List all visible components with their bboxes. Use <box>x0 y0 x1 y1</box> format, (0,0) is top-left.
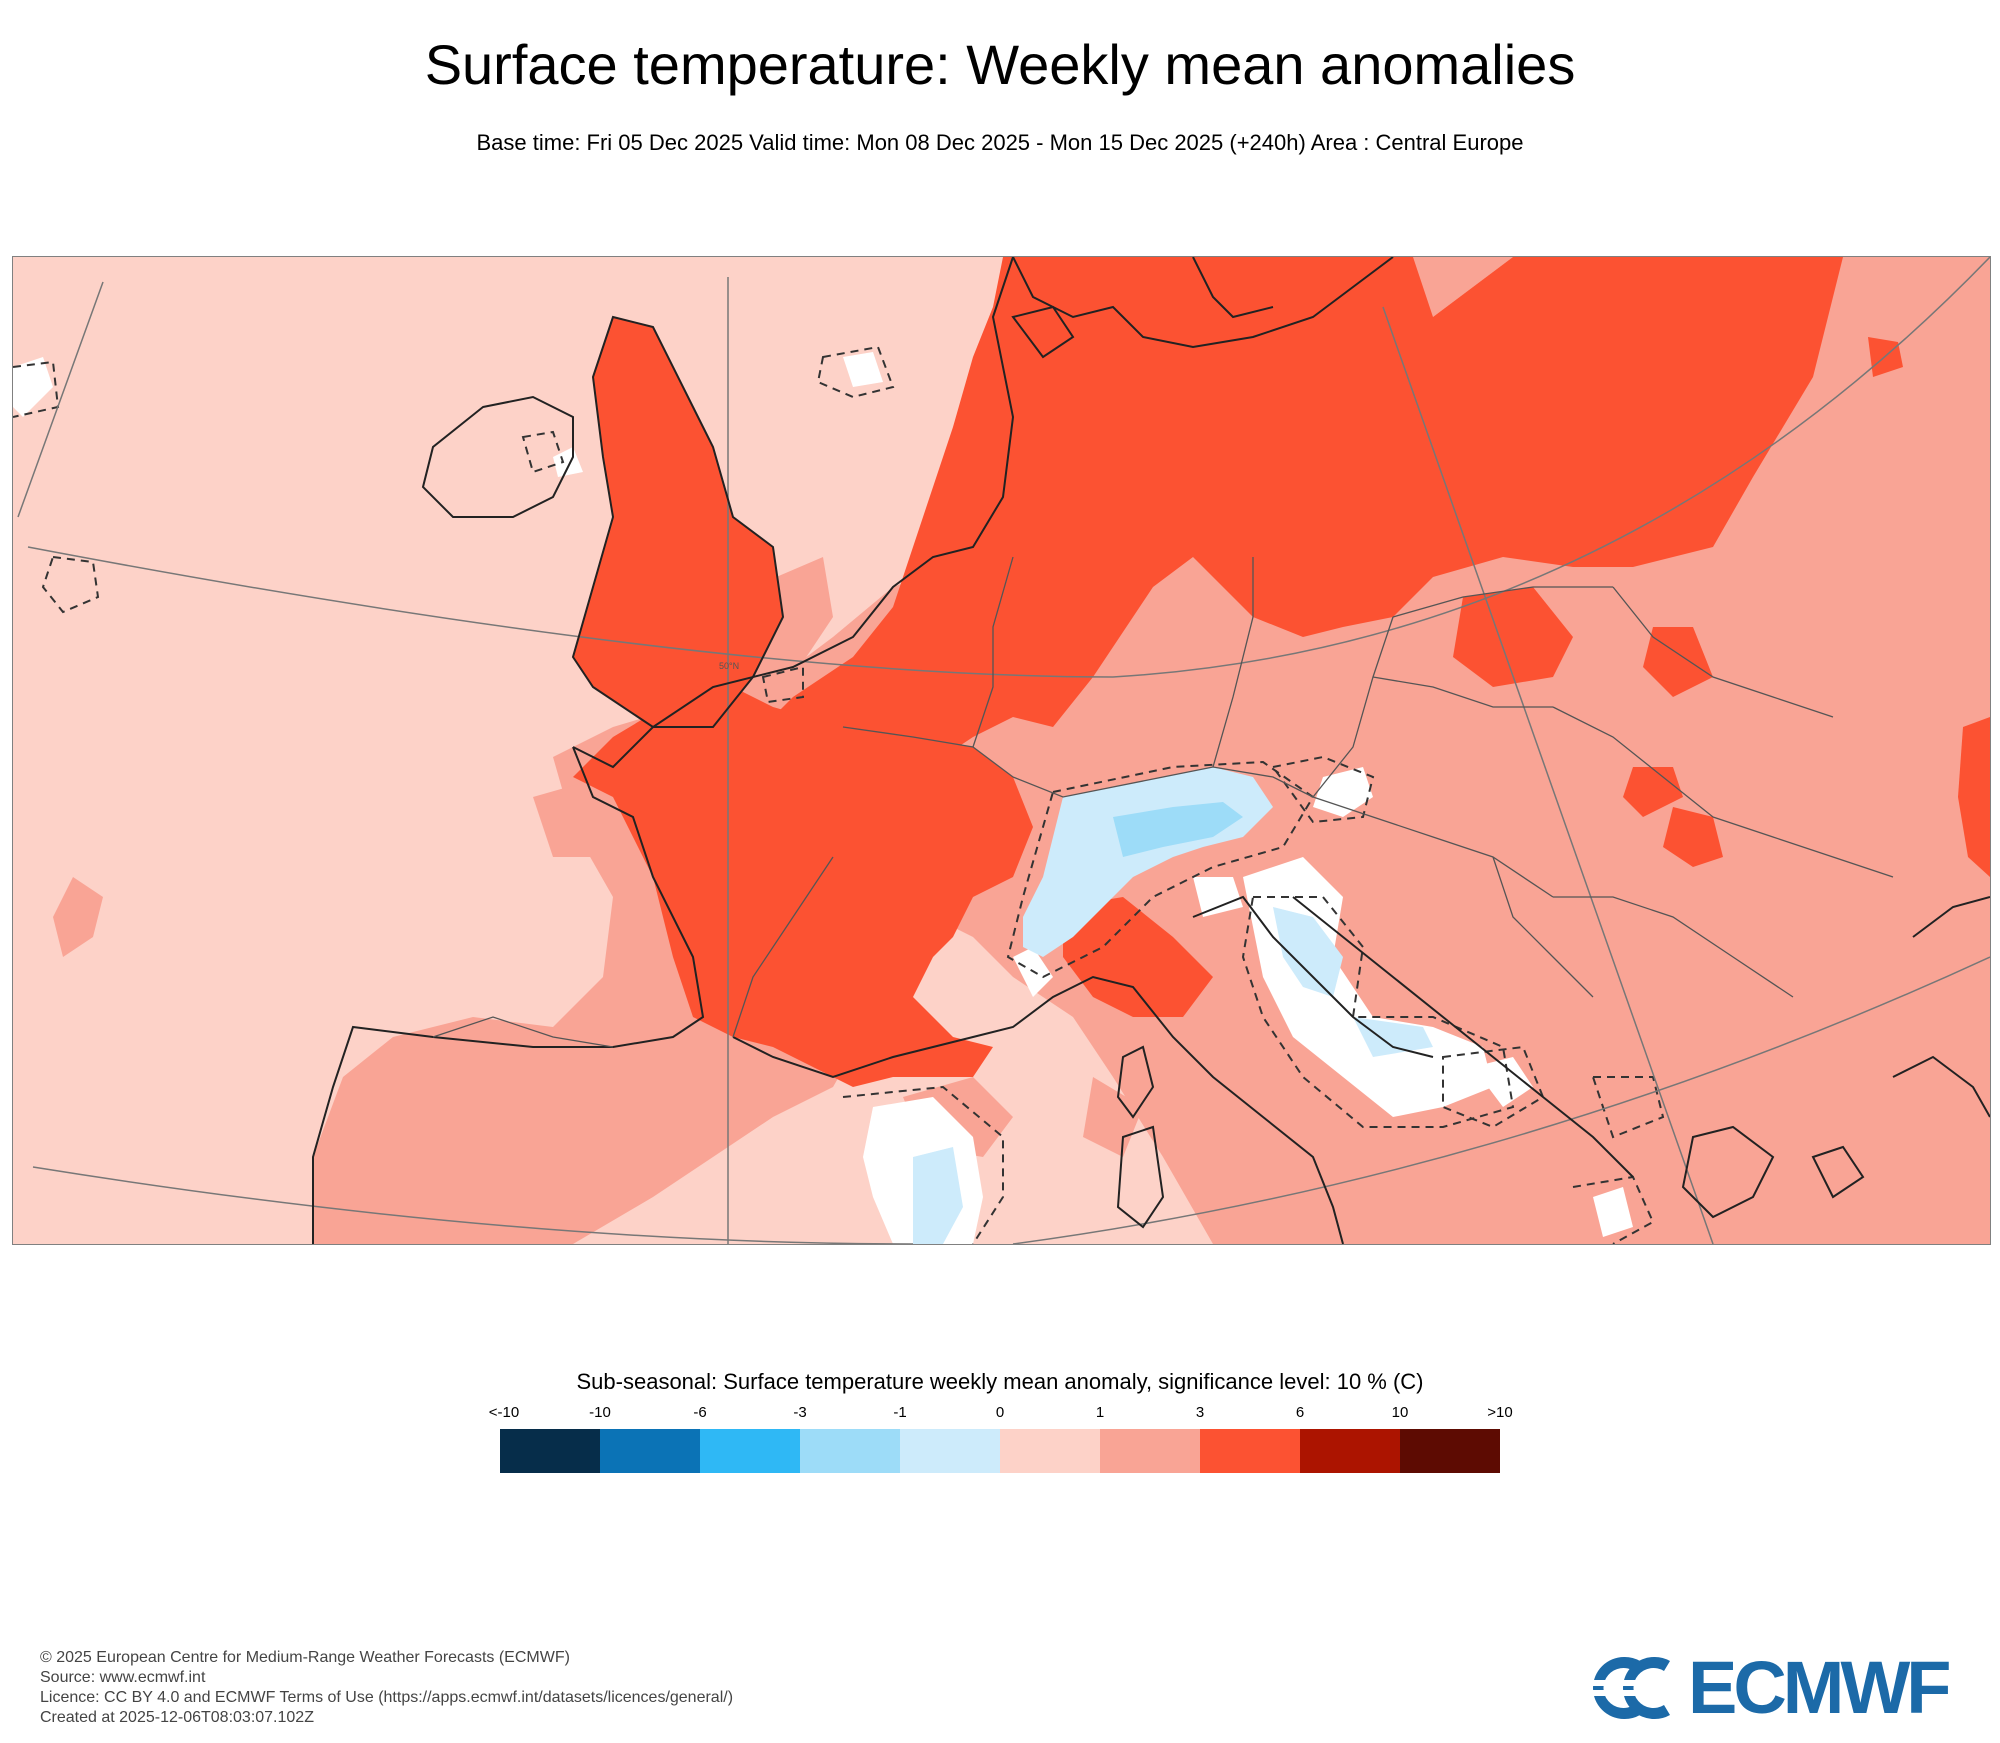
legend-swatch <box>500 1429 600 1473</box>
legend-label: 10 <box>1391 1404 1409 1421</box>
legend-swatch <box>1400 1429 1500 1473</box>
legend-swatch <box>600 1429 700 1473</box>
legend-title: Sub-seasonal: Surface temperature weekly… <box>576 1369 1424 1394</box>
legend-label: -1 <box>893 1404 907 1421</box>
legend-swatch <box>1000 1429 1100 1473</box>
legend-labels: <-10 -10 -6 -3 -1 0 1 3 6 10 >10 <box>0 1404 2000 1424</box>
country-borders <box>432 556 1894 1048</box>
created-text: Created at 2025-12-06T08:03:07.102Z <box>40 1709 314 1726</box>
graticule <box>17 257 1990 1244</box>
ecmwf-logo-icon <box>1590 1656 1682 1720</box>
legend-label: 0 <box>995 1404 1005 1421</box>
legend-label: 3 <box>1195 1404 1205 1421</box>
anomaly-zone-3-6 <box>573 257 1990 1087</box>
legend-label: >10 <box>1487 1404 1513 1421</box>
legend-label: -3 <box>793 1404 807 1421</box>
graticule-label: 50°N <box>719 661 739 671</box>
legend-label: 1 <box>1095 1404 1105 1421</box>
ecmwf-logo-text: ECMWF <box>1688 1646 1951 1729</box>
source-text: Source: www.ecmwf.int <box>40 1669 206 1686</box>
legend-colorbar <box>500 1429 1500 1473</box>
legend-swatch <box>900 1429 1000 1473</box>
legend-label: 6 <box>1295 1404 1305 1421</box>
legend-swatch <box>800 1429 900 1473</box>
significance-contours <box>13 345 1665 1244</box>
footer-credits: © 2025 European Centre for Medium-Range … <box>40 1648 1040 1728</box>
coastlines <box>312 257 1990 1244</box>
map-canvas: 50°N <box>13 257 1990 1244</box>
legend-label: -6 <box>693 1404 707 1421</box>
legend-label: <-10 <box>488 1404 520 1421</box>
map-subtitle: Base time: Fri 05 Dec 2025 Valid time: M… <box>476 130 1524 155</box>
legend-swatch <box>1300 1429 1400 1473</box>
licence-text: Licence: CC BY 4.0 and ECMWF Terms of Us… <box>40 1689 734 1706</box>
legend-swatch <box>700 1429 800 1473</box>
copyright-text: © 2025 European Centre for Medium-Range … <box>40 1649 570 1666</box>
page-title: Surface temperature: Weekly mean anomali… <box>424 33 1576 96</box>
legend-label: -10 <box>589 1404 611 1421</box>
anomaly-map[interactable]: 50°N <box>12 256 1991 1245</box>
legend-swatch <box>1200 1429 1300 1473</box>
anomaly-zone-cool <box>913 767 1433 1244</box>
legend-swatch <box>1100 1429 1200 1473</box>
ecmwf-logo[interactable]: ECMWF <box>1588 1650 1968 1726</box>
